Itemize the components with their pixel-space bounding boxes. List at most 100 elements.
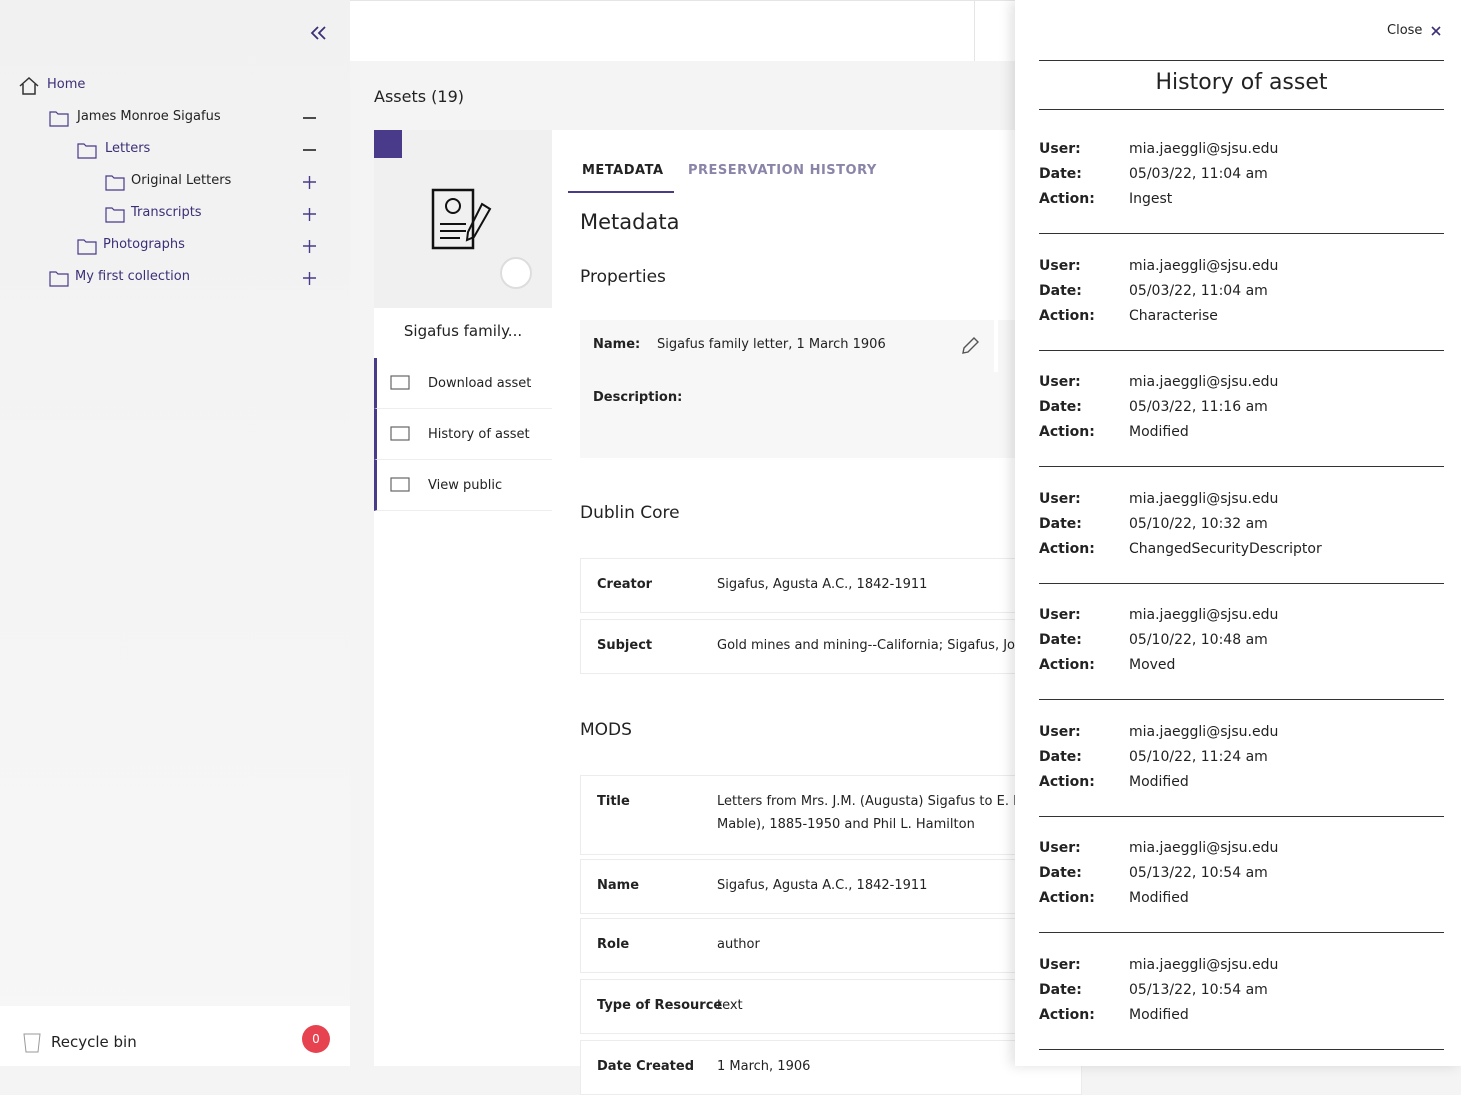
history-value: Characterise (1129, 307, 1218, 324)
history-value: 05/03/22, 11:16 am (1129, 399, 1268, 415)
history-value: Moved (1129, 657, 1176, 673)
row-value: 1 March, 1906 (717, 1059, 811, 1074)
action-label: History of asset (428, 427, 530, 442)
divider (1039, 582, 1444, 584)
heading: Metadata (580, 210, 680, 234)
history-label: Action: (1039, 890, 1095, 906)
history-label: Action: (1039, 1006, 1095, 1023)
metadata-row: Name Sigafus, Agusta A.C., 1842-1911 (580, 859, 1082, 914)
row-label: Type of Resource (597, 998, 723, 1013)
asset-action[interactable]: History of asset (374, 409, 552, 460)
tree-icon (48, 108, 70, 132)
history-value: 05/10/22, 10:48 am (1129, 632, 1268, 648)
collapse-button[interactable] (308, 24, 328, 42)
history-value: 05/10/22, 11:24 am (1129, 748, 1268, 765)
asset-action[interactable]: Download asset (374, 358, 552, 409)
history-label: User: (1039, 840, 1081, 856)
history-value: 05/13/22, 10:54 am (1129, 981, 1268, 998)
history-value: 05/10/22, 10:32 am (1129, 515, 1268, 532)
metadata-row: Date Created 1 March, 1906 (580, 1040, 1082, 1095)
select-circle[interactable] (500, 257, 532, 289)
divider (1039, 699, 1444, 700)
history-value: Modified (1129, 890, 1189, 906)
history-label: Action: (1039, 657, 1095, 673)
metadata-row: Title Letters from Mrs. J.M. (Augusta) Si… (580, 775, 1082, 855)
recycle-label: Recycle bin (51, 1033, 137, 1051)
tree-icon (104, 172, 126, 196)
tree-item[interactable]: Original Letters (131, 173, 232, 188)
badge (374, 130, 402, 158)
divider (1039, 932, 1444, 933)
row-label: Creator (597, 577, 653, 592)
tree-item[interactable]: Photographs (103, 237, 185, 252)
metadata-row: Type of Resource text (580, 979, 1082, 1034)
history-value: Modified (1129, 424, 1189, 440)
top-bar (350, 0, 1015, 61)
history-label: Date: (1039, 166, 1082, 182)
metadata-row: Subject Gold mines and mining--California… (580, 619, 1082, 674)
heading: Properties (580, 267, 666, 287)
divider (1039, 349, 1444, 351)
divider (1039, 1048, 1444, 1050)
history-label: User: (1039, 490, 1081, 507)
action-label: View public (428, 478, 503, 493)
tree-item[interactable]: Transcripts (131, 205, 202, 220)
properties-box: Name: Sigafus family letter, 1 March 190… (580, 320, 1015, 458)
row-label: Title (597, 794, 630, 809)
tree-toggle (299, 204, 321, 228)
recycle-bin[interactable]: Recycle bin 0 (0, 1006, 350, 1066)
metadata-row: Creator Sigafus, Agusta A.C., 1842-1911 (580, 558, 1082, 613)
tree-icon (18, 76, 40, 100)
edit-icon[interactable] (960, 336, 980, 356)
divider (1039, 233, 1444, 234)
history-label: User: (1039, 141, 1081, 157)
history-label: Date: (1039, 865, 1082, 881)
heading: Dublin Core (580, 503, 680, 523)
close-button[interactable]: Close (1387, 23, 1423, 38)
prop-label: Name: (593, 337, 641, 352)
history-label: Action: (1039, 540, 1095, 557)
recycle-icon (23, 1033, 41, 1053)
tree-icon (76, 236, 98, 260)
divider (1039, 815, 1444, 817)
row-label: Subject (597, 638, 653, 653)
history-label: Action: (1039, 424, 1095, 440)
history-label: User: (1039, 723, 1081, 740)
history-label: Date: (1039, 282, 1082, 299)
history-label: Date: (1039, 748, 1082, 765)
tree-item[interactable]: Letters (105, 141, 151, 156)
row-label: Date Created (597, 1059, 694, 1074)
panel-title: History of asset (1155, 70, 1328, 95)
history-value: 05/13/22, 10:54 am (1129, 865, 1268, 881)
tree-item[interactable]: Home (47, 77, 86, 92)
tree-item[interactable]: James Monroe Sigafus (77, 109, 221, 124)
asset-thumb (374, 130, 552, 308)
asset-title: Sigafus family... (403, 322, 523, 340)
tree-icon (104, 204, 126, 228)
row-value: Sigafus, Agusta A.C., 1842-1911 (717, 878, 928, 893)
row-value: text (717, 998, 743, 1013)
row-value: Letters from Mrs. J.M. (Augusta) Sigafus… (717, 794, 1032, 809)
tab[interactable]: METADATA (582, 163, 664, 178)
history-value: Ingest (1129, 191, 1173, 207)
document-icon (431, 188, 492, 250)
action-icon (389, 373, 411, 397)
row-value: Mable), 1885-1950 and Phil L. Hamilton (717, 817, 975, 832)
history-label: User: (1039, 374, 1081, 390)
row-value: author (717, 937, 760, 952)
action-icon (389, 475, 411, 499)
tree-item[interactable]: My first collection (75, 269, 190, 284)
history-value: mia.jaeggli@sjsu.edu (1129, 956, 1279, 973)
tab[interactable]: PRESERVATION HISTORY (688, 163, 877, 178)
row-value: Gold mines and mining--California; Sigaf… (717, 638, 1015, 653)
history-value: Modified (1129, 1006, 1189, 1023)
history-label: Action: (1039, 773, 1095, 790)
metadata-row: Role author (580, 918, 1082, 973)
tree-toggle (299, 268, 321, 292)
history-label: User: (1039, 607, 1081, 623)
row-value: Sigafus, Agusta A.C., 1842-1911 (717, 577, 928, 592)
close-icon[interactable] (1431, 26, 1441, 36)
history-value: mia.jaeggli@sjsu.edu (1129, 257, 1279, 274)
asset-action[interactable]: View public (374, 460, 552, 511)
history-label: Action: (1039, 191, 1095, 207)
